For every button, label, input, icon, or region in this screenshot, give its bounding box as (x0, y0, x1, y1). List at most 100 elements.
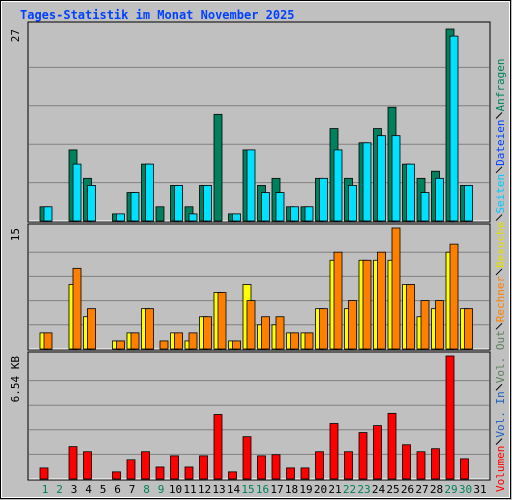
x-tick-label: 30 (459, 483, 472, 496)
bar (271, 454, 281, 480)
bar (333, 149, 343, 222)
legend-label: Dateien (494, 119, 507, 165)
x-tick-label: 25 (386, 483, 399, 496)
bar (406, 284, 415, 350)
bar (261, 192, 270, 222)
x-tick-label: 28 (430, 483, 443, 496)
bar (217, 292, 227, 350)
bar (87, 308, 96, 350)
bar (116, 213, 125, 222)
x-tick-label: 1 (42, 483, 49, 496)
x-tick-label: 29 (444, 483, 457, 496)
bar (449, 243, 459, 350)
legend-separator (495, 268, 503, 276)
x-tick-label: 31 (473, 483, 486, 496)
x-tick-label: 16 (256, 483, 269, 496)
bar (304, 332, 314, 350)
legend-separator (495, 438, 503, 445)
x-tick-label: 5 (100, 483, 107, 496)
bar (170, 455, 179, 480)
bar (391, 227, 401, 350)
legend-separator (495, 166, 503, 174)
bar (420, 300, 430, 350)
legend-label: Vol. Out (494, 330, 507, 383)
bar (213, 414, 223, 480)
x-tick-label: 14 (227, 483, 241, 496)
bar (464, 185, 473, 222)
bar (406, 163, 415, 222)
bar (188, 213, 198, 222)
y-tick-label: 27 (9, 29, 22, 42)
x-tick-label: 19 (299, 483, 312, 496)
bar (348, 185, 357, 222)
bar (362, 259, 372, 350)
bar (83, 451, 92, 480)
bar (174, 185, 183, 222)
x-tick-label: 8 (143, 483, 150, 496)
chart-title: Tages-Statistik im Monat November 2025 (20, 8, 295, 22)
legend-label: Rechner (494, 276, 507, 323)
x-tick-label: 6 (114, 483, 121, 496)
legend-separator (495, 112, 503, 119)
bar (112, 471, 121, 480)
x-tick-label: 18 (285, 483, 298, 496)
legend-label: Besuche (494, 222, 507, 268)
bar (391, 135, 401, 222)
x-tick-label: 7 (129, 483, 136, 496)
bar (228, 471, 237, 480)
bar (72, 163, 82, 222)
legend-separator (495, 214, 503, 221)
bar (174, 332, 183, 350)
bar (362, 142, 372, 222)
bar (304, 206, 314, 222)
bar (232, 340, 241, 350)
bar (155, 206, 165, 222)
bar (387, 412, 397, 480)
x-tick-label: 26 (401, 483, 414, 496)
bar (145, 163, 154, 222)
bar (464, 308, 473, 350)
bar (348, 300, 357, 350)
bar (199, 455, 208, 480)
bar (333, 251, 343, 350)
x-tick-label: 23 (357, 483, 370, 496)
bar (242, 436, 252, 480)
legend-label: Seiten (494, 174, 507, 214)
bar (290, 332, 299, 350)
bar (261, 316, 270, 350)
legend-separator (495, 383, 503, 391)
bar (184, 466, 194, 480)
bar (39, 467, 49, 480)
bar (141, 451, 150, 480)
x-tick-label: 24 (372, 483, 386, 496)
bar (431, 448, 440, 480)
x-tick-label: 10 (169, 483, 182, 496)
bar (377, 135, 386, 222)
bar (435, 177, 444, 222)
bar (449, 35, 459, 222)
bar (416, 451, 426, 480)
x-tick-label: 20 (314, 483, 327, 496)
bar (329, 423, 339, 480)
x-tick-label: 2 (56, 483, 63, 496)
bar (188, 332, 198, 350)
x-tick-label: 13 (212, 483, 225, 496)
legend-label: Vol. In (494, 391, 507, 437)
bar (246, 300, 256, 350)
x-tick-label: 15 (241, 483, 254, 496)
x-tick-label: 27 (415, 483, 428, 496)
bar (43, 332, 53, 350)
x-tick-label: 22 (343, 483, 356, 496)
y-tick-label: 6.54 KB (9, 356, 22, 403)
bar (435, 300, 444, 350)
bar (402, 444, 411, 480)
bar (203, 316, 212, 350)
bar (460, 458, 469, 480)
bar (126, 459, 136, 480)
bar (145, 308, 154, 350)
bar (420, 192, 430, 222)
x-tick-label: 9 (158, 483, 165, 496)
x-tick-label: 21 (328, 483, 341, 496)
bar (290, 206, 299, 222)
